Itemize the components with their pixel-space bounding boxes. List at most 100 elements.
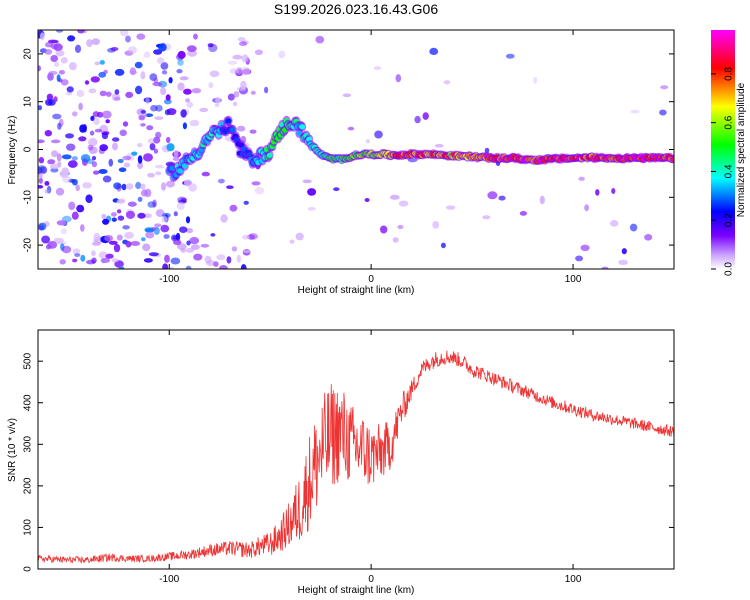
- spectrogram-cell: [98, 169, 108, 174]
- spectrogram-cell: [60, 228, 67, 235]
- spectrogram-cell: [131, 151, 138, 156]
- spectrogram-cell: [135, 181, 142, 190]
- snr-plot-area: [38, 350, 674, 564]
- spectrogram-cell: [264, 86, 269, 94]
- spectrogram-cell: [601, 266, 609, 269]
- spectrogram-cell: [154, 223, 162, 228]
- spectrogram-cell: [266, 152, 273, 158]
- spectrogram-cell: [380, 225, 388, 234]
- spectrogram-cell: [108, 240, 118, 245]
- spectrogram-cell: [98, 71, 107, 78]
- colorbar-tick-label: 0.0: [724, 262, 735, 276]
- spectrogram-cell: [165, 94, 171, 101]
- spectrogram-cell: [113, 96, 121, 101]
- spectrogram-cell: [143, 258, 153, 263]
- spectrogram-cell: [80, 254, 86, 262]
- spectrogram-cell: [232, 54, 243, 60]
- spectrogram-cell: [60, 79, 69, 86]
- spectrogram-cell: [101, 132, 109, 140]
- spectrogram-cell: [243, 200, 249, 205]
- spectrogram-cell: [127, 201, 137, 207]
- spectrogram-cell: [250, 90, 256, 95]
- spectrogram-cell: [237, 37, 246, 42]
- spectrogram-cell: [124, 231, 134, 239]
- spectrogram-cell: [120, 30, 129, 37]
- spectrogram-cell: [434, 144, 444, 148]
- spectrogram-cell: [200, 243, 210, 248]
- spectrogram-cell: [128, 46, 137, 54]
- spectrogram-cell: [177, 82, 185, 91]
- spectrogram-cell: [146, 125, 154, 131]
- spectrogram-cell: [397, 224, 404, 230]
- spectrogram-cell: [307, 188, 317, 196]
- spectrogram-cell: [278, 50, 286, 59]
- spectrogram-cell: [143, 51, 151, 59]
- spectrogram-cell: [659, 109, 667, 116]
- spectrogram-cell: [227, 60, 238, 65]
- spectrogram-cell: [484, 147, 490, 154]
- spectrogram-cell: [57, 240, 67, 245]
- spectrogram-cell: [100, 258, 111, 263]
- spectrogram-cell: [254, 186, 265, 195]
- spectrogram-cell: [154, 116, 164, 120]
- spectrogram-cell: [243, 249, 251, 254]
- spectrogram-cell: [137, 161, 144, 170]
- spectrogram-cell: [240, 80, 247, 90]
- spectrogram-cell: [161, 70, 168, 75]
- spectrogram-cell: [38, 185, 44, 189]
- spectrogram-cell: [114, 68, 125, 76]
- spectrogram-cell: [68, 201, 76, 211]
- spectrogram-cell: [506, 53, 515, 59]
- spectrogram-cell: [38, 157, 45, 164]
- spectrogram-cell: [498, 195, 506, 201]
- spectrogram-cell: [233, 91, 240, 98]
- spectrogram-cell: [229, 127, 236, 133]
- spectrogram-cell: [65, 133, 74, 139]
- spectrogram-cell: [179, 226, 188, 233]
- spectrogram-cell: [47, 241, 58, 249]
- spectrogram-cell: [365, 139, 370, 144]
- spectrogram-cell: [78, 136, 87, 142]
- spectrogram-cell: [241, 54, 249, 63]
- spectrogram-cell: [169, 266, 174, 269]
- colorbar-ticks: 0.0 0.2 0.4 0.6 0.8: [711, 67, 735, 276]
- spectrogram-cell: [129, 67, 137, 76]
- spectrogram-cell: [91, 241, 101, 246]
- spectrogram-cell: [38, 222, 47, 231]
- spectrogram-cell: [374, 130, 383, 139]
- spectrogram-cell: [82, 182, 92, 189]
- spectrogram-cell: [578, 176, 585, 181]
- spectrogram-cell: [99, 60, 105, 65]
- snr-series-line: [38, 350, 674, 564]
- spectrogram-cell: [149, 143, 156, 151]
- spectrogram-cell: [101, 110, 112, 119]
- snr-xlabel: Height of straight line (km): [298, 585, 415, 596]
- spectrogram-cell: [59, 259, 66, 265]
- spectrogram-cell: [232, 101, 238, 107]
- spectrogram-cell: [38, 164, 45, 173]
- spectrogram-cell: [347, 126, 355, 131]
- spectrogram-cell: [57, 122, 62, 130]
- spectrogram-cell: [236, 254, 241, 263]
- spectrogram-cell: [56, 74, 61, 82]
- spectrogram-cell: [110, 47, 119, 51]
- spectrogram-cell: [102, 175, 112, 183]
- spectrogram-cell: [49, 164, 60, 169]
- spectrogram-cell: [140, 123, 146, 127]
- spectrogram-cell: [101, 213, 107, 220]
- spectrogram-cell: [114, 89, 120, 95]
- spectrogram-cell: [154, 164, 165, 169]
- spectrogram-cell: [145, 231, 155, 239]
- spectrogram-cell: [55, 187, 65, 196]
- x-tick-label: 100: [565, 274, 582, 285]
- spectrogram-cell: [135, 85, 143, 95]
- spectrogram-cell: [105, 119, 110, 124]
- spectrogram-cell: [85, 194, 93, 203]
- spectrogram-cell: [56, 220, 67, 226]
- spectrogram-cell: [183, 88, 192, 95]
- spectrogram-cell: [207, 43, 214, 48]
- spectrogram-cell: [240, 264, 247, 269]
- spectrogram-cell: [72, 248, 81, 256]
- spectrogram-cell: [186, 101, 194, 108]
